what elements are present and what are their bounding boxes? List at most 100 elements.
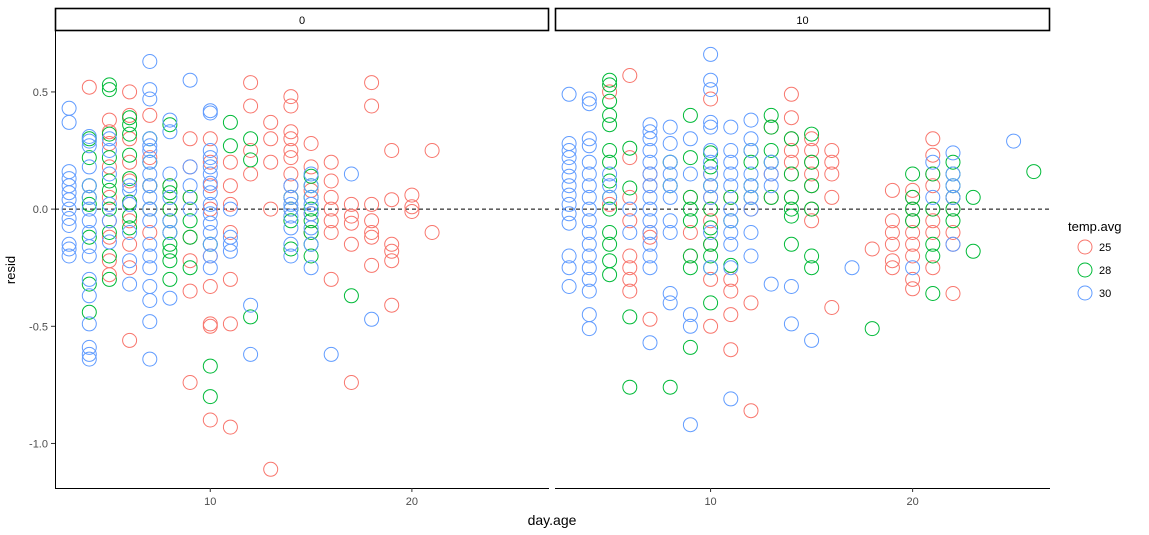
data-point — [723, 154, 739, 170]
data-point — [703, 189, 719, 205]
series-25 — [81, 75, 440, 477]
data-point — [703, 201, 719, 217]
data-point — [243, 143, 259, 158]
data-point — [283, 196, 299, 212]
data-point — [101, 131, 117, 147]
data-point — [162, 189, 178, 205]
data-point — [303, 248, 319, 264]
data-point — [101, 271, 117, 287]
data-point — [703, 178, 719, 194]
data-point — [182, 178, 198, 194]
data-point — [61, 100, 77, 116]
data-point — [824, 143, 840, 158]
data-point — [602, 166, 618, 182]
data-point — [723, 119, 739, 135]
data-point — [263, 154, 279, 170]
data-point — [602, 143, 618, 158]
data-point — [323, 189, 339, 205]
data-point — [602, 72, 618, 88]
data-point — [202, 260, 218, 276]
data-point — [723, 213, 739, 229]
facet-panel-10: 10 — [554, 7, 1051, 433]
data-point — [824, 154, 840, 170]
data-point — [925, 154, 941, 170]
data-point — [384, 143, 400, 158]
data-point — [804, 126, 820, 142]
data-point — [142, 150, 158, 166]
data-point — [162, 271, 178, 287]
data-point — [703, 236, 719, 252]
data-point — [703, 91, 719, 107]
data-point — [323, 154, 339, 170]
data-point — [804, 166, 820, 182]
data-point — [122, 236, 138, 252]
data-point — [602, 253, 618, 269]
data-point — [122, 84, 138, 100]
data-point — [81, 239, 97, 255]
data-point — [581, 321, 597, 337]
data-point — [662, 189, 678, 205]
data-point — [622, 189, 638, 205]
data-point — [703, 260, 719, 276]
data-point — [763, 107, 779, 123]
data-point — [202, 358, 218, 374]
data-point — [925, 286, 941, 301]
data-point — [283, 98, 299, 114]
data-point — [682, 201, 698, 217]
data-point — [602, 267, 618, 283]
data-point — [581, 138, 597, 154]
data-point — [662, 166, 678, 182]
data-point — [202, 131, 218, 147]
data-point — [642, 335, 658, 351]
data-point — [303, 201, 319, 217]
data-point — [122, 110, 138, 126]
data-point — [283, 166, 299, 182]
data-point — [202, 196, 218, 212]
data-point — [81, 213, 97, 229]
data-point — [202, 166, 218, 182]
x-tick-label: 10 — [204, 496, 216, 508]
data-point — [81, 248, 97, 264]
data-point — [101, 213, 117, 229]
data-point — [101, 229, 117, 245]
data-point — [61, 211, 77, 226]
data-point — [222, 419, 238, 435]
data-point — [243, 297, 259, 313]
data-point — [364, 196, 380, 212]
data-point — [81, 316, 97, 332]
data-point — [283, 150, 299, 166]
data-point — [561, 187, 577, 203]
data-point — [561, 248, 577, 264]
series-28 — [602, 72, 1042, 395]
data-point — [743, 201, 759, 217]
legend-label-30: 30 — [1099, 288, 1111, 300]
data-point — [723, 178, 739, 194]
data-point — [703, 119, 719, 135]
data-point — [1006, 133, 1022, 149]
data-point — [343, 208, 359, 224]
data-point — [682, 213, 698, 229]
data-point — [101, 173, 117, 189]
data-point — [642, 229, 658, 245]
data-point — [703, 271, 719, 287]
data-point — [182, 229, 198, 245]
legend-title: temp.avg — [1068, 219, 1121, 234]
data-point — [783, 110, 799, 126]
data-point — [622, 309, 638, 325]
data-point — [945, 189, 961, 205]
data-point — [743, 248, 759, 264]
data-point — [81, 288, 97, 304]
y-tick-label: 0.5 — [33, 87, 48, 99]
data-point — [1026, 164, 1042, 180]
data-point — [905, 271, 921, 287]
data-point — [162, 243, 178, 259]
data-point — [202, 389, 218, 405]
data-point — [622, 283, 638, 299]
data-point — [384, 243, 400, 259]
facet-strip-label: 10 — [796, 15, 808, 27]
data-point — [945, 178, 961, 194]
data-point — [323, 225, 339, 240]
data-point — [662, 213, 678, 229]
facet-strip — [554, 7, 1051, 32]
data-point — [101, 234, 117, 250]
